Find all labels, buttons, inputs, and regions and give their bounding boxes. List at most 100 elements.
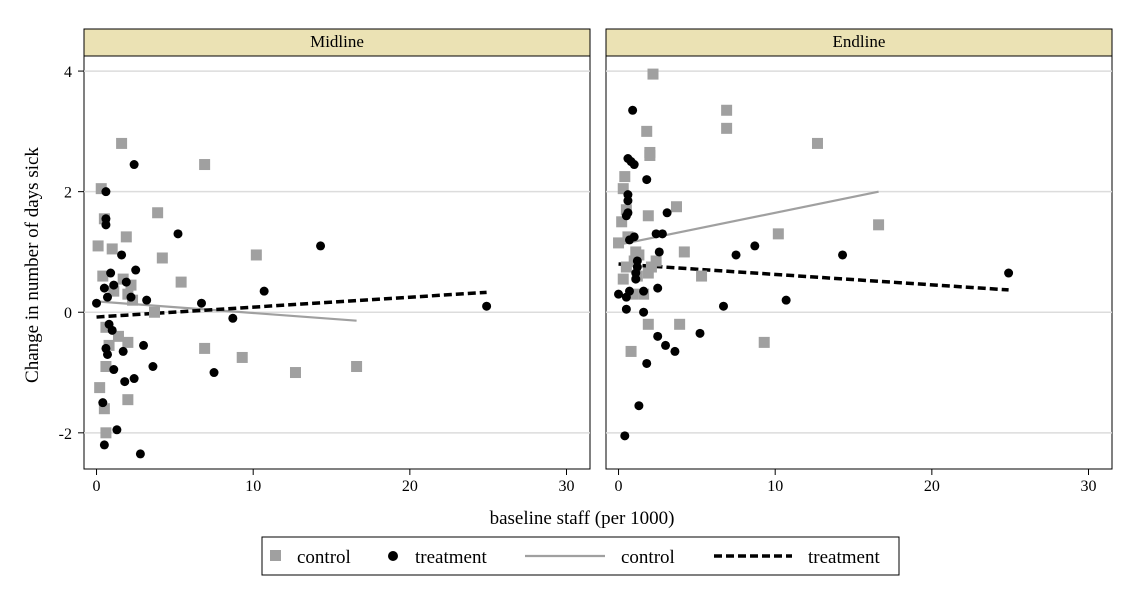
panel-endline-treatment-point <box>750 241 760 251</box>
panel-midline-control-point <box>289 367 301 379</box>
panel-endline-treatment-point <box>662 208 672 218</box>
panel-midline-treatment-point <box>120 377 130 387</box>
panel-endline-treatment-point <box>629 232 639 242</box>
panel-endline-control-point <box>647 68 659 80</box>
panel-midline-x-tick-label: 0 <box>93 478 101 495</box>
legend-control-line-label: control <box>621 547 675 568</box>
panel-midline-treatment-point <box>109 280 119 290</box>
panel-midline-treatment-point <box>129 374 139 384</box>
panel-endline-control-point <box>670 201 682 213</box>
panel-midline-control-point <box>250 249 262 261</box>
panel-midline-control-point <box>98 403 110 415</box>
panel-endline-treatment-point <box>621 304 631 314</box>
panel-midline: Midline 0 10 20 30 -2 0 2 4 <box>59 28 591 495</box>
panel-midline-control-point <box>351 361 363 373</box>
panel-endline-x-tick-label: 10 <box>767 478 783 495</box>
x-axis-title: baseline staff (per 1000) <box>490 508 675 529</box>
panel-midline-treatment-point <box>101 187 111 197</box>
panel-midline-control-point <box>100 361 112 373</box>
panel-midline-treatment-point <box>209 368 219 378</box>
panel-endline-treatment-fit-line <box>618 262 1009 292</box>
panel-midline-treatment-point <box>99 283 109 293</box>
panel-endline-treatment-point <box>718 301 728 311</box>
panel-midline-points <box>92 137 492 459</box>
panel-endline-control-point <box>721 122 733 134</box>
legend-treatment-circle-icon <box>388 551 398 561</box>
panel-endline-control-point <box>625 345 637 357</box>
panel-endline-control-point <box>650 255 662 267</box>
panel-midline-control-point <box>92 240 104 252</box>
panel-midline-treatment-point <box>131 265 141 275</box>
panel-midline-treatment-point <box>99 440 109 450</box>
panel-midline-treatment-point <box>482 301 492 311</box>
panel-endline-control-point <box>619 171 631 183</box>
panel-endline-control-point <box>642 318 654 330</box>
panel-midline-control-point <box>122 336 134 348</box>
panel-endline-control-point <box>644 149 656 161</box>
panel-endline-control-point <box>616 216 628 228</box>
panel-endline-treatment-point <box>639 286 649 296</box>
panel-midline-treatment-point <box>316 241 326 251</box>
panel-endline-treatment-point <box>620 431 630 441</box>
panel-midline-treatment-point <box>126 292 136 302</box>
panel-midline-treatment-point <box>109 365 119 375</box>
y-tick-label: 2 <box>64 185 72 202</box>
panel-endline-treatment-point <box>624 286 634 296</box>
panel-midline-strip <box>83 28 591 57</box>
panel-midline-control-point <box>156 252 168 264</box>
panel-midline-control-point <box>199 342 211 354</box>
legend-control-square-icon <box>270 550 281 561</box>
y-tick-label: -2 <box>59 426 72 443</box>
panel-midline-treatment-point <box>228 313 238 323</box>
panel-midline-control-point <box>148 306 160 318</box>
panel-endline-control-point <box>772 228 784 240</box>
panel-endline-plot-area <box>605 55 1113 470</box>
panel-midline-control-point <box>94 382 106 394</box>
y-tick-label: 0 <box>64 305 72 322</box>
panel-midline-treatment-point <box>112 425 122 435</box>
panel-midline-gridlines <box>84 70 590 434</box>
panel-midline-control-point <box>112 330 124 342</box>
panel-midline-treatment-point <box>102 349 112 359</box>
panel-endline-treatment-point <box>623 208 633 218</box>
panel-endline-treatment-point <box>642 175 652 185</box>
panel-midline-treatment-point <box>142 295 152 305</box>
panel-endline-treatment-point <box>651 229 661 239</box>
panel-endline-x-tick-label: 20 <box>924 478 940 495</box>
panel-midline-treatment-point <box>148 362 158 372</box>
panel-midline-treatment-point <box>117 250 127 260</box>
panel-endline-treatment-point <box>1004 268 1014 278</box>
panel-midline-treatment-fit-line <box>96 290 487 319</box>
panel-endline-treatment-point <box>781 295 791 305</box>
panel-midline-control-point <box>175 276 187 288</box>
panel-endline-treatment-point <box>628 105 638 115</box>
panel-midline-treatment-point <box>102 292 112 302</box>
panel-endline-x-tick-label: 0 <box>615 478 623 495</box>
panel-endline-control-point <box>696 270 708 282</box>
panel-endline-control-point <box>721 104 733 116</box>
panel-midline-control-fit-line <box>96 300 357 322</box>
panel-midline-treatment-point <box>173 229 183 239</box>
panel-midline-treatment-point <box>98 398 108 408</box>
legend-treatment-line-label: treatment <box>808 547 880 568</box>
panel-endline-treatment-point <box>657 229 667 239</box>
panel-endline-x-tick-label: 30 <box>1081 478 1097 495</box>
panel-endline-treatment-point <box>654 247 664 257</box>
panel-endline-control-point <box>617 183 629 195</box>
panel-endline-treatment-point <box>642 358 652 368</box>
panel-midline-x-tick-label: 10 <box>245 478 261 495</box>
panel-midline-treatment-point <box>92 298 102 308</box>
legend: control treatment control treatment <box>261 536 900 576</box>
panel-midline-plot-area <box>83 55 591 470</box>
panel-midline-treatment-point <box>118 346 128 356</box>
panel-midline-control-point <box>120 231 132 243</box>
panel-endline-x-axis: 0 10 20 30 <box>615 469 1097 495</box>
panel-endline-treatment-point <box>838 250 848 260</box>
y-tick-label: 4 <box>64 64 72 81</box>
panel-midline-control-point <box>236 351 248 363</box>
panel-endline-control-point <box>617 273 629 285</box>
panel-endline-treatment-point <box>731 250 741 260</box>
panel-endline-treatment-point <box>653 283 663 293</box>
panel-endline-treatment-point <box>623 190 633 200</box>
